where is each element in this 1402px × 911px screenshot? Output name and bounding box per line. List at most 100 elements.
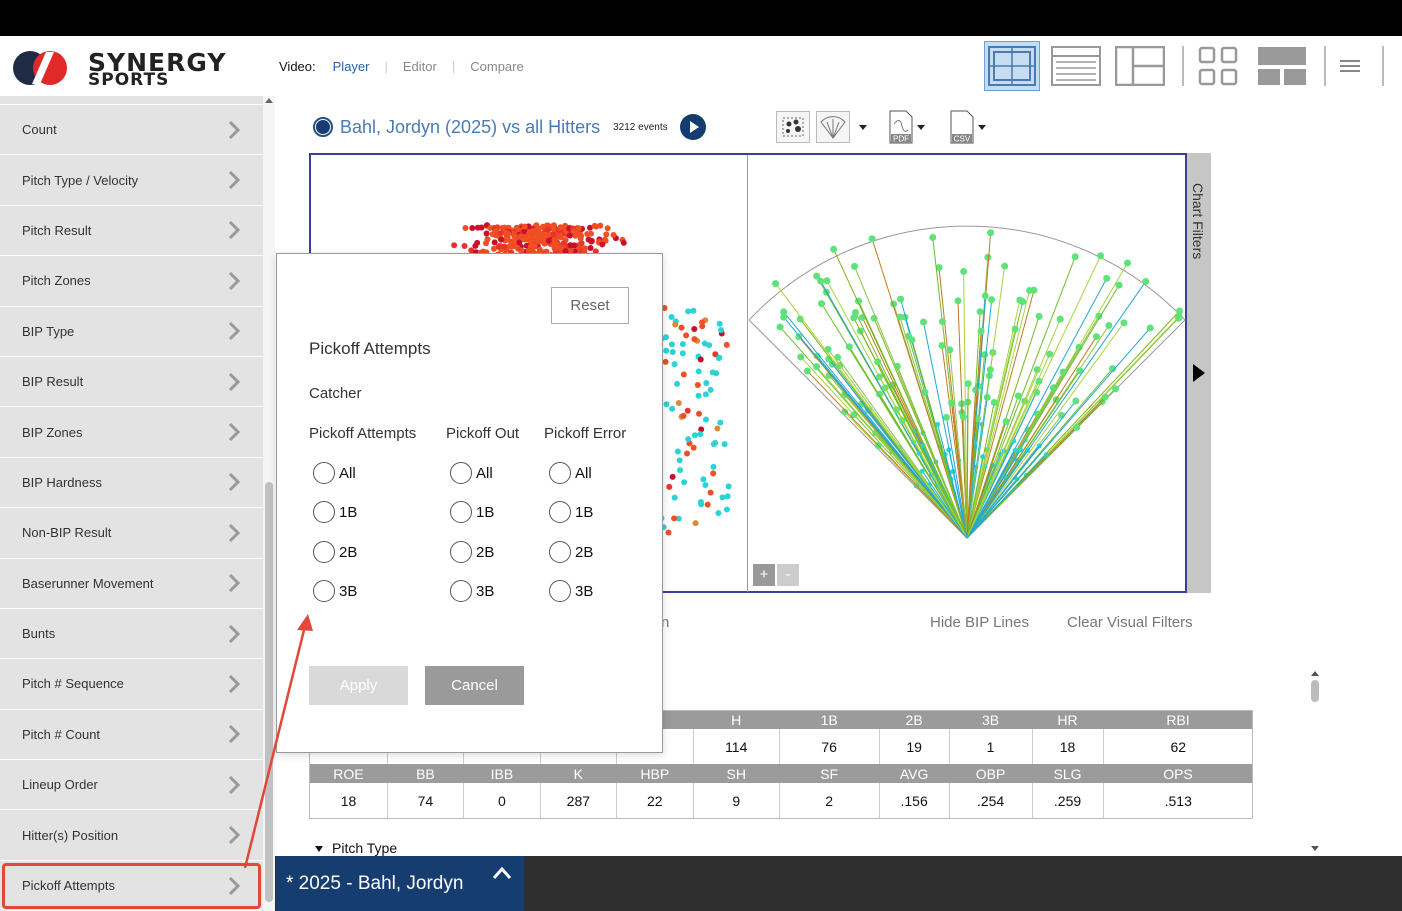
layout-split-icon[interactable]	[1112, 41, 1168, 91]
clear-visual-filters-link[interactable]: Clear Visual Filters	[1067, 614, 1193, 631]
sidebar-list: Count Pitch Type / Velocity Pitch Result Pi…	[0, 105, 263, 911]
pickoff-error-option-all[interactable]: All	[549, 462, 592, 484]
pickoff-out-option-all[interactable]: All	[450, 462, 493, 484]
play-button[interactable]	[679, 114, 706, 140]
nav-editor[interactable]: Editor	[402, 59, 437, 74]
nav-compare[interactable]: Compare	[470, 59, 524, 74]
sidebar-item-baserunner-movement[interactable]: Baserunner Movement	[0, 558, 263, 609]
apply-button[interactable]: Apply	[309, 666, 408, 705]
pitch-plot-icon[interactable]	[776, 111, 810, 143]
sidebar-item-lineup-order[interactable]: Lineup Order	[0, 760, 263, 811]
hide-bip-lines-link[interactable]: Hide BIP Lines	[930, 614, 1029, 631]
bip-dot	[960, 267, 968, 275]
sidebar-scroll-thumb[interactable]	[265, 482, 273, 902]
main-scroll-down-icon[interactable]	[1311, 846, 1319, 851]
layout-grid-icon[interactable]	[1190, 41, 1246, 91]
radio-button[interactable]	[549, 541, 571, 563]
pickoff-attempts-option-1b[interactable]: 1B	[313, 501, 357, 523]
pitch-dot	[535, 225, 542, 232]
bip-dot	[1043, 452, 1049, 458]
pickoff-out-option-2b[interactable]: 2B	[450, 541, 494, 563]
radio-button[interactable]	[549, 580, 571, 602]
sidebar-item-pitch-zones[interactable]: Pitch Zones	[0, 256, 263, 307]
pickoff-error-option-1b[interactable]: 1B	[549, 501, 593, 523]
stat-header: OBP	[949, 764, 1033, 783]
layout-tiles-icon[interactable]	[1254, 41, 1310, 91]
pickoff-attempts-option-2b[interactable]: 2B	[313, 541, 357, 563]
pickoff-attempts-option-all[interactable]: All	[313, 462, 356, 484]
radio-button[interactable]	[549, 501, 571, 523]
pickoff-error-option-2b[interactable]: 2B	[549, 541, 593, 563]
zoom-in-button[interactable]: +	[753, 564, 775, 586]
pdf-export[interactable]: PDF	[888, 110, 925, 144]
playlist-tab[interactable]: * 2025 - Bahl, Jordyn	[276, 856, 524, 911]
pitch-dot	[706, 342, 713, 349]
bip-dot	[1073, 423, 1081, 431]
main-scroll-thumb[interactable]	[1311, 680, 1319, 702]
chart-filters-label[interactable]: Chart Filters	[1190, 183, 1206, 260]
radio-button[interactable]	[313, 580, 335, 602]
csv-export[interactable]: CSV	[949, 110, 986, 144]
bip-dot	[919, 468, 925, 474]
spray-chart-icon[interactable]	[816, 111, 850, 143]
bip-dot	[920, 443, 926, 449]
pitch-dot	[498, 236, 505, 243]
sidebar-item-label: Hitter(s) Position	[22, 827, 119, 843]
layout-table-icon[interactable]	[1048, 41, 1104, 91]
reset-button[interactable]: Reset	[551, 287, 629, 324]
sidebar-item-non-bip-result[interactable]: Non-BIP Result	[0, 508, 263, 559]
bip-dot	[824, 345, 832, 353]
sidebar-item-bunts[interactable]: Bunts	[0, 608, 263, 660]
app-header: SYNERGY SPORTS Video: Player | Editor | …	[0, 36, 1402, 96]
nav-player[interactable]: Player	[332, 59, 370, 74]
sidebar-scroll-up-icon[interactable]	[265, 98, 273, 103]
stat-header: HBP	[616, 764, 694, 783]
expand-arrow-icon[interactable]	[1193, 364, 1205, 382]
chevron-up-icon[interactable]	[492, 866, 512, 880]
logo-mark-icon	[13, 51, 67, 85]
radio-button[interactable]	[313, 541, 335, 563]
pickoff-error-option-3b[interactable]: 3B	[549, 580, 593, 602]
radio-button[interactable]	[450, 501, 472, 523]
bip-line	[833, 249, 968, 539]
spray-chart[interactable]	[749, 155, 1187, 591]
sidebar-item-hitter-s-position[interactable]: Hitter(s) Position	[0, 810, 263, 861]
sidebar-item-bip-hardness[interactable]: BIP Hardness	[0, 457, 263, 509]
pitch-dot	[560, 240, 567, 247]
pickoff-out-option-3b[interactable]: 3B	[450, 580, 494, 602]
zoom-out-button[interactable]: -	[777, 564, 799, 586]
main-scroll-up-icon[interactable]	[1311, 671, 1319, 676]
layout-video-icon[interactable]	[984, 41, 1040, 91]
sidebar-item-bip-type[interactable]: BIP Type	[0, 306, 263, 357]
pickoff-out-option-1b[interactable]: 1B	[450, 501, 494, 523]
cancel-button[interactable]: Cancel	[425, 666, 524, 705]
sidebar-item-pitch-type-velocity[interactable]: Pitch Type / Velocity	[0, 155, 263, 206]
bip-dot	[1108, 365, 1116, 373]
sidebar-item-count[interactable]: Count	[0, 105, 263, 156]
radio-button[interactable]	[313, 501, 335, 523]
sidebar-item-pitch-count[interactable]: Pitch # Count	[0, 709, 263, 761]
pitch-type-section[interactable]: Pitch Type	[315, 840, 397, 856]
radio-button[interactable]	[450, 462, 472, 484]
pitch-dot	[550, 231, 557, 238]
sidebar-item-bip-zones[interactable]: BIP Zones	[0, 407, 263, 458]
sidebar-item-bip-result[interactable]: BIP Result	[0, 356, 263, 408]
option-label: 2B	[476, 543, 495, 561]
synergy-logo[interactable]: SYNERGY SPORTS	[10, 48, 240, 90]
sidebar-item-pickoff-attempts[interactable]: Pickoff Attempts	[0, 860, 263, 911]
sidebar-item-pitch-sequence[interactable]: Pitch # Sequence	[0, 659, 263, 710]
radio-button[interactable]	[313, 462, 335, 484]
chart-type-dropdown[interactable]	[856, 124, 870, 130]
menu-icon[interactable]	[1332, 41, 1368, 91]
radio-button[interactable]	[450, 580, 472, 602]
radio-button[interactable]	[549, 462, 571, 484]
stat-header: OPS	[1103, 764, 1253, 783]
radio-button[interactable]	[450, 541, 472, 563]
selected-radio[interactable]	[313, 117, 333, 137]
sidebar-item-pitch-result[interactable]: Pitch Result	[0, 205, 263, 257]
stat-value: 114	[692, 729, 780, 764]
stats-header-row: ROE BB IBB K HBP SH SF AVG OBP SLG OPS	[309, 764, 1253, 783]
chevron-down-icon	[978, 124, 986, 130]
pickoff-attempts-option-3b[interactable]: 3B	[313, 580, 357, 602]
partial-link[interactable]: n	[661, 614, 670, 631]
